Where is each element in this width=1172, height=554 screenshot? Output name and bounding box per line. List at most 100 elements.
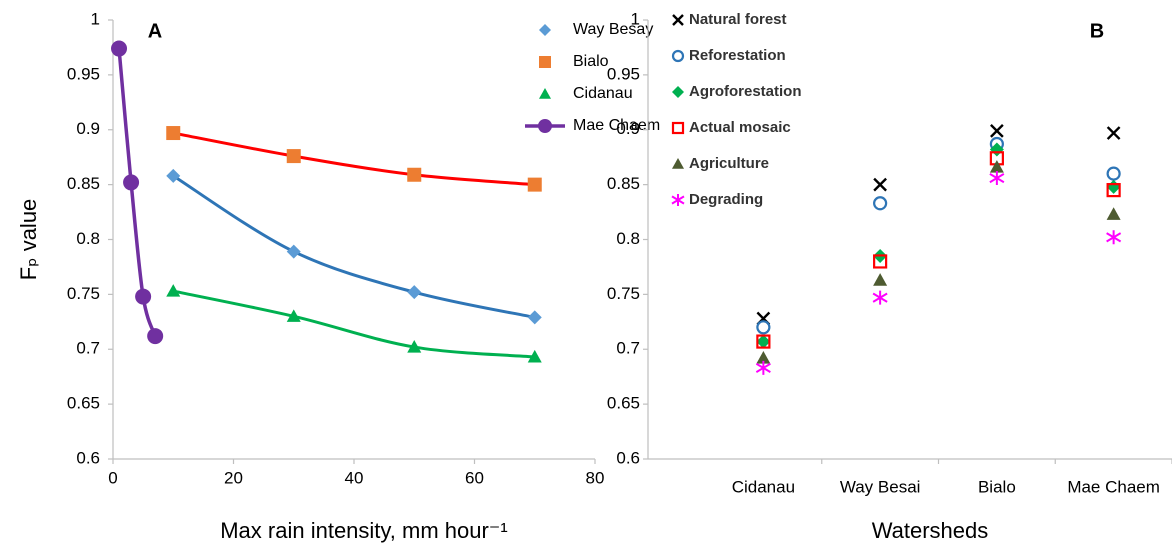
circle <box>111 40 128 57</box>
marker <box>672 86 684 98</box>
triangle <box>873 273 888 286</box>
marker <box>672 158 684 169</box>
marker <box>166 168 181 183</box>
diamond <box>539 24 551 36</box>
marker <box>989 171 1005 186</box>
triangle <box>672 158 684 169</box>
square <box>286 149 301 164</box>
panel-label: B <box>1090 20 1104 42</box>
diamond <box>407 285 422 300</box>
marker <box>527 310 542 325</box>
marker <box>990 123 1004 138</box>
marker <box>407 285 422 300</box>
marker <box>527 349 542 363</box>
y-tick-label: 0.6 <box>616 448 640 467</box>
marker <box>756 320 771 335</box>
triangle <box>286 309 301 322</box>
square <box>166 126 181 141</box>
trend-line <box>172 131 535 187</box>
asterisk <box>671 194 685 206</box>
marker <box>407 167 422 182</box>
marker <box>989 160 1004 173</box>
y-axis-title: Fₚ value <box>16 199 41 281</box>
asterisk <box>872 290 888 305</box>
x-tick-label: 60 <box>465 468 484 487</box>
x-tick-label: Way Besai <box>840 477 921 496</box>
y-tick-label: 0.75 <box>607 284 640 303</box>
cross <box>873 177 887 192</box>
legend-label: Mae Chaem <box>573 117 660 134</box>
marker <box>286 149 301 164</box>
y-tick-label: 1 <box>91 9 100 28</box>
x-axis-title: Max rain intensity, mm hour⁻¹ <box>220 518 508 543</box>
marker <box>286 309 301 322</box>
legend-label: Degrading <box>689 191 763 208</box>
diamond <box>286 244 301 259</box>
marker <box>123 174 140 191</box>
marker <box>111 40 128 57</box>
y-tick-label: 0.7 <box>616 339 640 358</box>
marker <box>873 273 888 286</box>
square <box>756 334 771 349</box>
circle <box>123 174 140 191</box>
marker <box>672 14 684 26</box>
asterisk <box>1106 230 1122 245</box>
legend-label: Agroforestation <box>689 83 802 100</box>
marker <box>147 328 164 345</box>
x-tick-label: 40 <box>345 468 364 487</box>
y-tick-label: 0.9 <box>616 119 640 138</box>
trend-line <box>172 289 535 359</box>
marker <box>671 194 685 206</box>
marker <box>1106 183 1121 198</box>
marker <box>407 340 422 353</box>
y-tick-label: 0.65 <box>67 394 100 413</box>
marker <box>527 177 542 192</box>
square <box>407 167 422 182</box>
triangle <box>166 284 181 297</box>
legend-label: Way Besay <box>573 21 653 38</box>
triangle <box>539 88 551 99</box>
marker <box>539 56 551 68</box>
marker <box>671 49 685 63</box>
marker <box>671 121 685 135</box>
legend-label: Agriculture <box>689 155 769 172</box>
square <box>527 177 542 192</box>
marker <box>756 334 771 349</box>
square <box>539 56 551 68</box>
legend-label: Actual mosaic <box>689 119 791 136</box>
triangle <box>527 349 542 363</box>
square <box>873 254 888 269</box>
x-tick-label: 80 <box>586 468 605 487</box>
square <box>1106 183 1121 198</box>
y-tick-label: 0.8 <box>76 229 100 248</box>
circle <box>1106 166 1121 181</box>
triangle <box>756 351 771 364</box>
triangle <box>407 340 422 353</box>
x-tick-label: 0 <box>108 468 117 487</box>
legend-label: Reforestation <box>689 47 786 64</box>
circle <box>135 288 152 305</box>
marker <box>538 119 552 133</box>
circle <box>147 328 164 345</box>
y-tick-label: 0.6 <box>76 448 100 467</box>
x-tick-label: Bialo <box>978 477 1016 496</box>
triangle <box>1106 207 1121 220</box>
x-tick-label: Cidanau <box>732 477 795 496</box>
y-tick-label: 1 <box>631 9 640 28</box>
marker <box>873 177 887 192</box>
cross <box>1106 126 1121 140</box>
circle <box>873 196 888 211</box>
marker <box>539 24 551 36</box>
square <box>671 121 685 135</box>
diamond <box>756 334 771 349</box>
marker <box>1106 207 1121 220</box>
marker <box>1106 166 1121 181</box>
marker <box>872 290 888 305</box>
cross <box>990 123 1004 138</box>
marker <box>756 351 771 364</box>
y-tick-label: 0.65 <box>607 394 640 413</box>
trend-line <box>117 48 157 337</box>
asterisk <box>989 171 1005 186</box>
y-tick-label: 0.7 <box>76 339 100 358</box>
